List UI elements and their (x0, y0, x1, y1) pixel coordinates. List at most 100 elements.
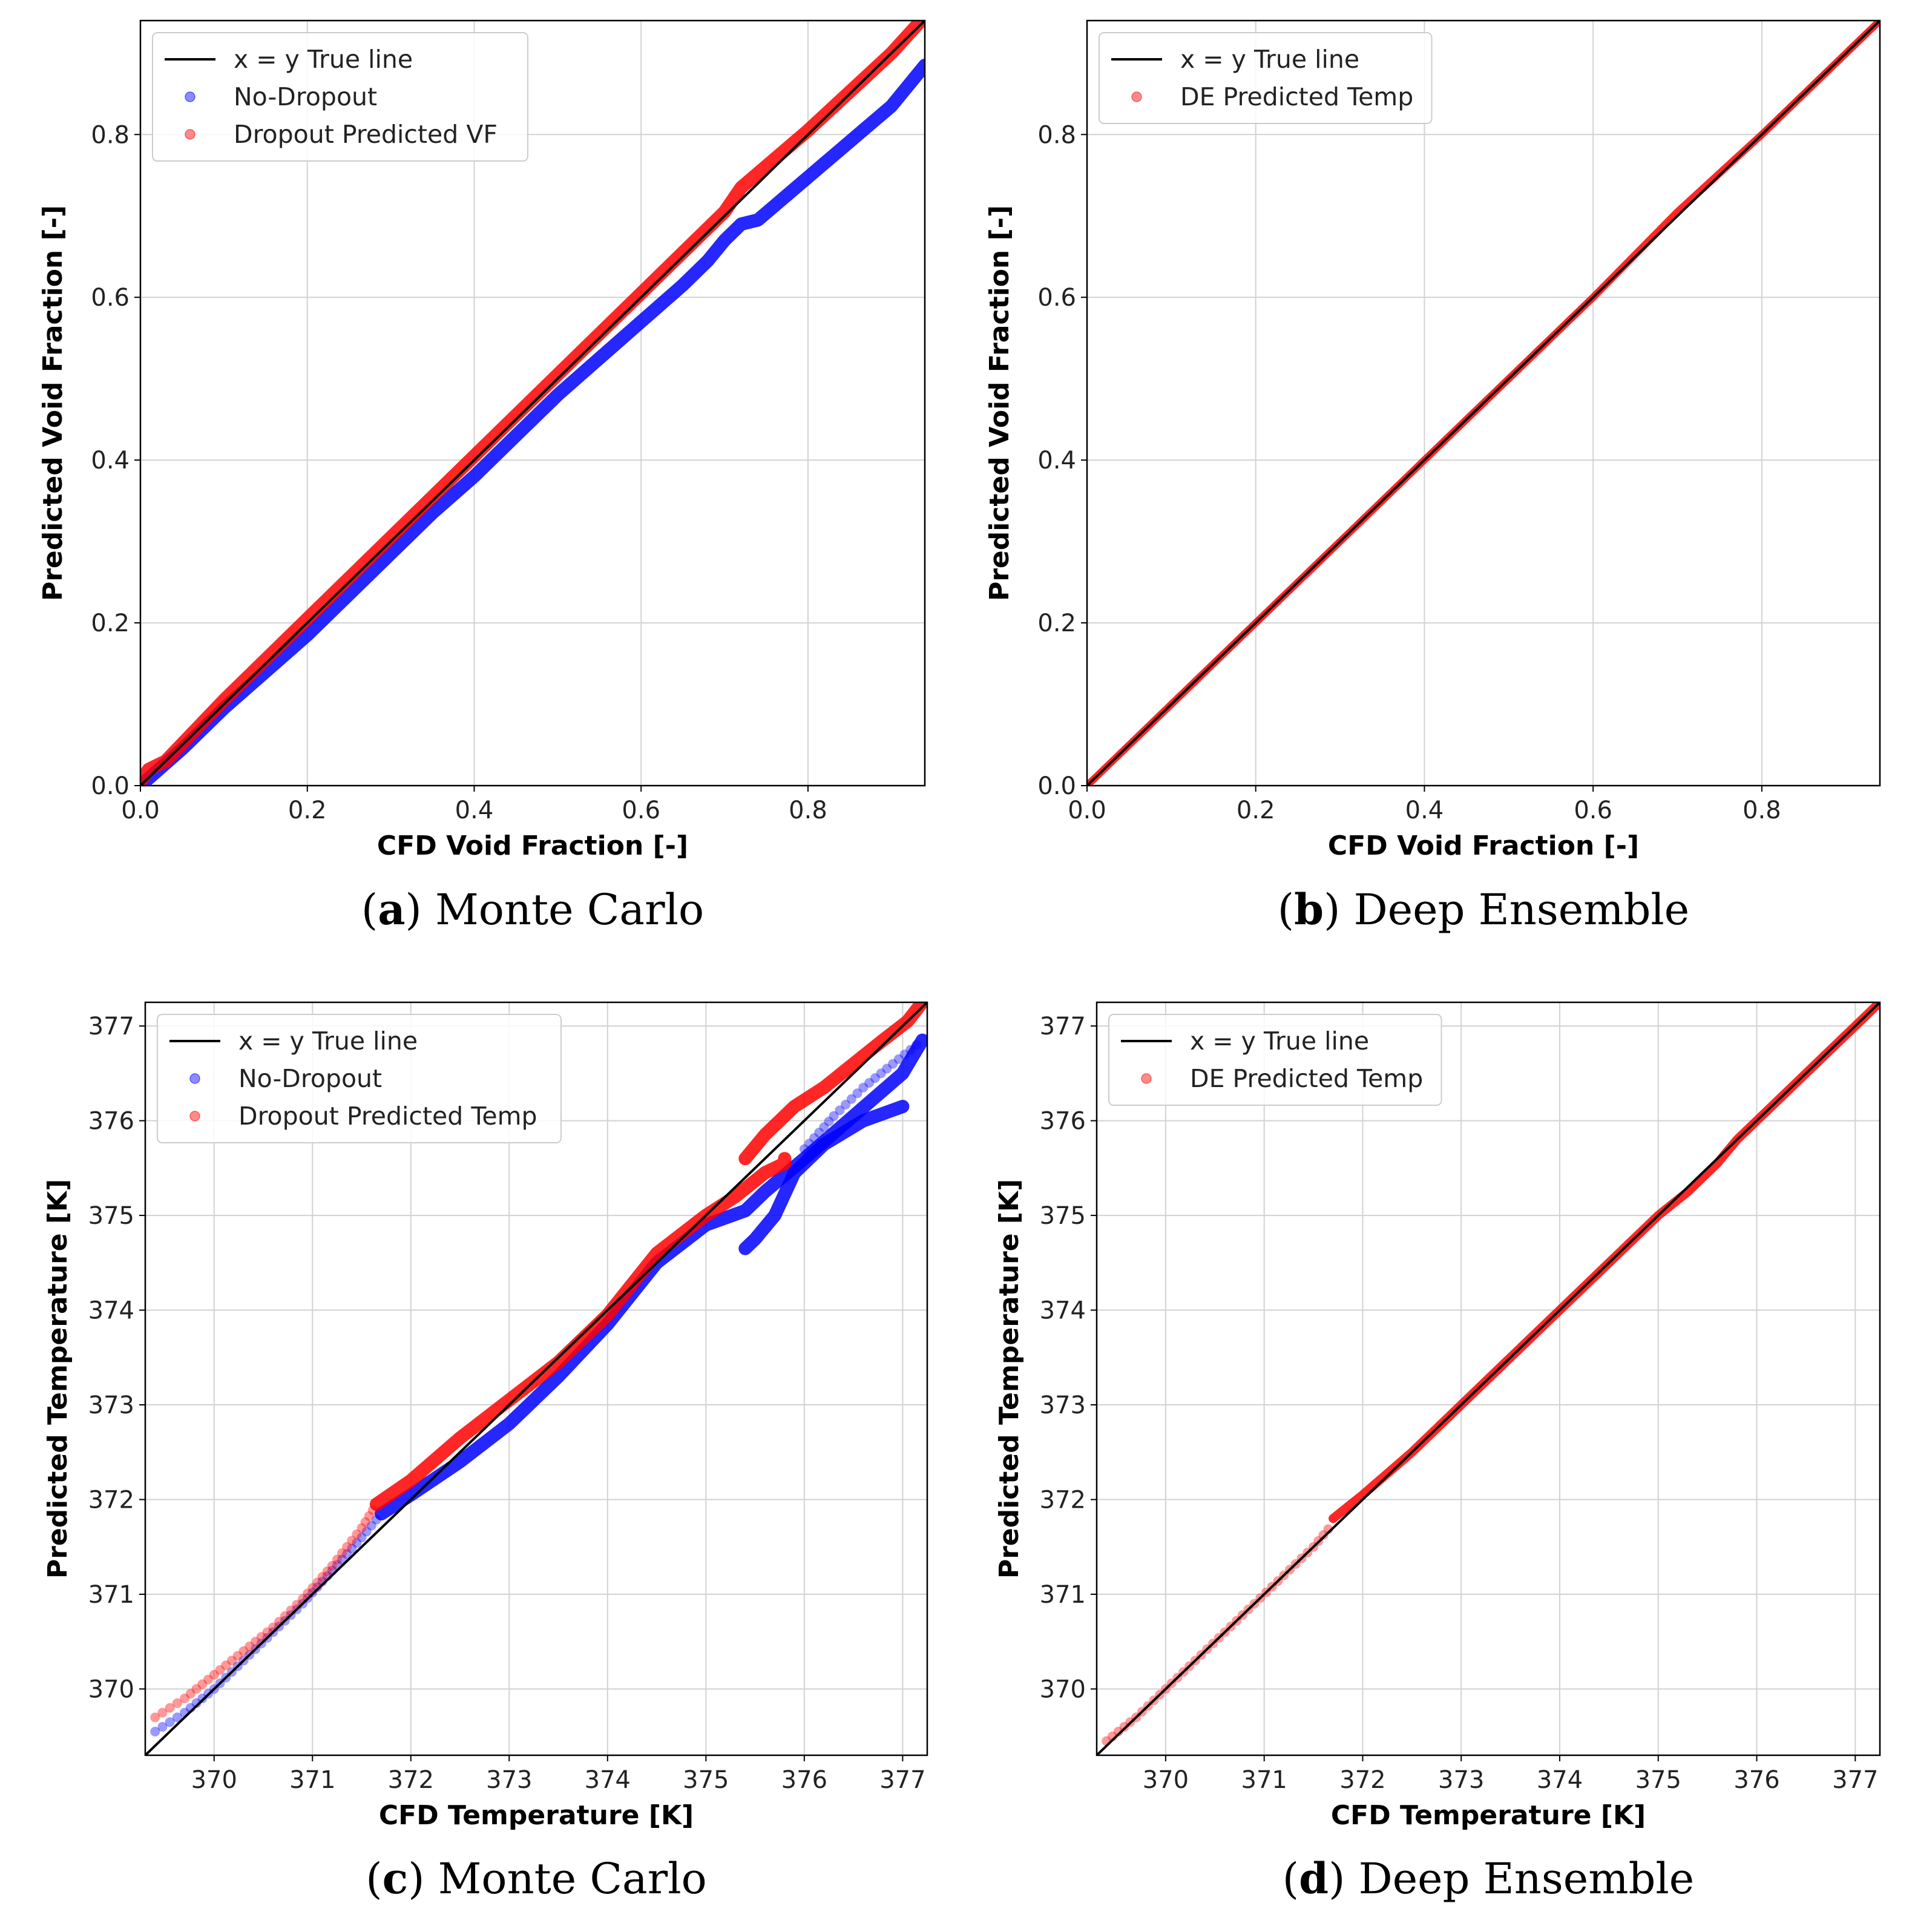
y-tick-label: 373 (88, 1392, 134, 1419)
legend: x = y True line DE Predicted Temp (1108, 1014, 1442, 1106)
x-tick-label: 370 (1143, 1766, 1189, 1794)
y-tick-label: 0.8 (1037, 121, 1076, 149)
no-dropout-point (893, 1054, 904, 1064)
no-dropout-point (864, 1078, 875, 1088)
no-dropout-point (347, 1543, 357, 1554)
y-tick-label: 0.0 (1037, 772, 1076, 800)
legend-label: x = y True line (1180, 45, 1359, 74)
dropout-predicted-temp-point (332, 1554, 342, 1565)
caption-paren-close: ) (408, 1854, 438, 1904)
x-tick-label: 376 (1733, 1766, 1779, 1794)
no-dropout-point (835, 1105, 845, 1116)
x-tick-label: 0.2 (288, 797, 327, 824)
y-tick-label: 376 (88, 1108, 134, 1135)
no-dropout-point (191, 1698, 202, 1708)
caption-paren-open: ( (1278, 885, 1294, 935)
legend-box (1099, 32, 1433, 124)
x-tick-label: 374 (1537, 1766, 1583, 1794)
no-dropout-point (361, 1526, 372, 1537)
legend-box (157, 1014, 562, 1143)
y-tick-label: 0.0 (91, 772, 130, 800)
legend-marker-point (189, 1073, 200, 1084)
dropout-predicted-temp-point (203, 1674, 214, 1684)
true-line (140, 21, 925, 786)
y-tick-label: 375 (1040, 1202, 1086, 1230)
dropout-predicted-temp-point (322, 1566, 332, 1577)
legend-marker-point (1141, 1073, 1152, 1084)
dropout-predicted-temp-point (232, 1651, 243, 1661)
y-tick-label: 372 (1040, 1487, 1086, 1514)
caption-paren-open: ( (1283, 1854, 1299, 1904)
x-tick-label: 0.4 (1405, 797, 1444, 824)
dropout-predicted-temp-point (337, 1548, 347, 1559)
y-tick-label: 0.8 (91, 121, 130, 149)
caption-letter: d (1299, 1853, 1329, 1904)
legend-label: DE Predicted Temp (1180, 82, 1413, 111)
x-tick-label: 373 (1438, 1766, 1484, 1794)
subfigure-caption: (a) Monte Carlo (361, 884, 704, 935)
no-dropout-point (819, 1122, 829, 1132)
y-tick-label: 374 (88, 1297, 134, 1325)
y-tick-label: 371 (1040, 1581, 1086, 1609)
x-axis-label: CFD Void Fraction [-] (377, 830, 688, 861)
no-dropout-point (312, 1582, 323, 1592)
legend: x = y True line DE Predicted Temp (1099, 32, 1433, 124)
dropout-predicted-temp-point (165, 1703, 175, 1713)
dropout-predicted-temp-point (312, 1577, 323, 1588)
legend-label: No-Dropout (238, 1064, 382, 1093)
x-axis-label: CFD Temperature [K] (1331, 1800, 1646, 1831)
y-tick-label: 0.2 (1037, 610, 1076, 637)
y-axis-label: Predicted Void Fraction [-] (984, 205, 1015, 601)
y-tick-label: 370 (88, 1675, 134, 1703)
dropout-predicted-temp-point (251, 1637, 261, 1647)
y-axis-label: Predicted Void Fraction [-] (38, 205, 68, 601)
legend-label: No-Dropout (234, 82, 377, 111)
true-line (1087, 21, 1880, 786)
de-predicted-temp-point (1113, 1726, 1123, 1736)
no-dropout-point (841, 1099, 851, 1109)
dropout-predicted-temp-point (356, 1523, 367, 1533)
dropout-predicted-temp-point (215, 1665, 225, 1675)
no-dropout-point (882, 1063, 892, 1074)
no-dropout-point (899, 1050, 910, 1060)
y-axis-label: Predicted Temperature [K] (42, 1179, 73, 1579)
dropout-predicted-temp-point (180, 1694, 190, 1704)
plot-series (1087, 21, 1880, 786)
x-tick-label: 0.6 (1574, 797, 1612, 824)
caption-paren-close: ) (1329, 1854, 1359, 1904)
x-tick-label: 376 (781, 1766, 827, 1794)
plot-series (145, 1002, 927, 1755)
no-dropout-point (172, 1712, 182, 1723)
legend-marker-point (185, 129, 195, 140)
subfigure-caption: (d) Deep Ensemble (1283, 1853, 1694, 1904)
no-dropout-point (829, 1111, 839, 1121)
chart-a: 0.0 0.2 0.4 0.6 0.8 0.0 0.2 0.4 0.6 0.8 CFD Void F… (38, 19, 926, 935)
legend-marker-point (1131, 91, 1142, 102)
no-dropout-point (809, 1133, 820, 1143)
legend-label: x = y True line (238, 1027, 418, 1056)
x-tick-label: 374 (585, 1766, 631, 1794)
no-dropout-point (912, 1040, 922, 1050)
x-tick-label: 0.6 (622, 797, 660, 824)
dropout-predicted-temp-point (191, 1684, 202, 1694)
y-tick-label: 374 (1040, 1297, 1086, 1325)
dropout-predicted-temp-series-line (369, 1152, 792, 1511)
no-dropout-point (197, 1694, 208, 1704)
x-tick-label: 0.2 (1237, 797, 1275, 824)
no-dropout-series-line (375, 1033, 927, 1520)
caption-paren-close: ) (1324, 885, 1354, 935)
dropout-predicted-temp-point (256, 1632, 266, 1642)
no-dropout-point (888, 1059, 898, 1069)
x-tick-label: 0.8 (1743, 797, 1781, 824)
x-tick-label: 371 (1241, 1766, 1287, 1794)
x-tick-label: 0.8 (789, 797, 827, 824)
x-tick-label: 373 (486, 1766, 532, 1794)
no-dropout-point (852, 1088, 862, 1099)
x-tick-label: 375 (1635, 1766, 1681, 1794)
dropout-predicted-temp-point (197, 1679, 208, 1689)
no-dropout-series-line (738, 1100, 910, 1255)
legend: x = y True line No-Dropout Dropout Predict… (152, 32, 528, 162)
x-tick-label: 371 (289, 1766, 335, 1794)
no-dropout-point (157, 1722, 168, 1732)
